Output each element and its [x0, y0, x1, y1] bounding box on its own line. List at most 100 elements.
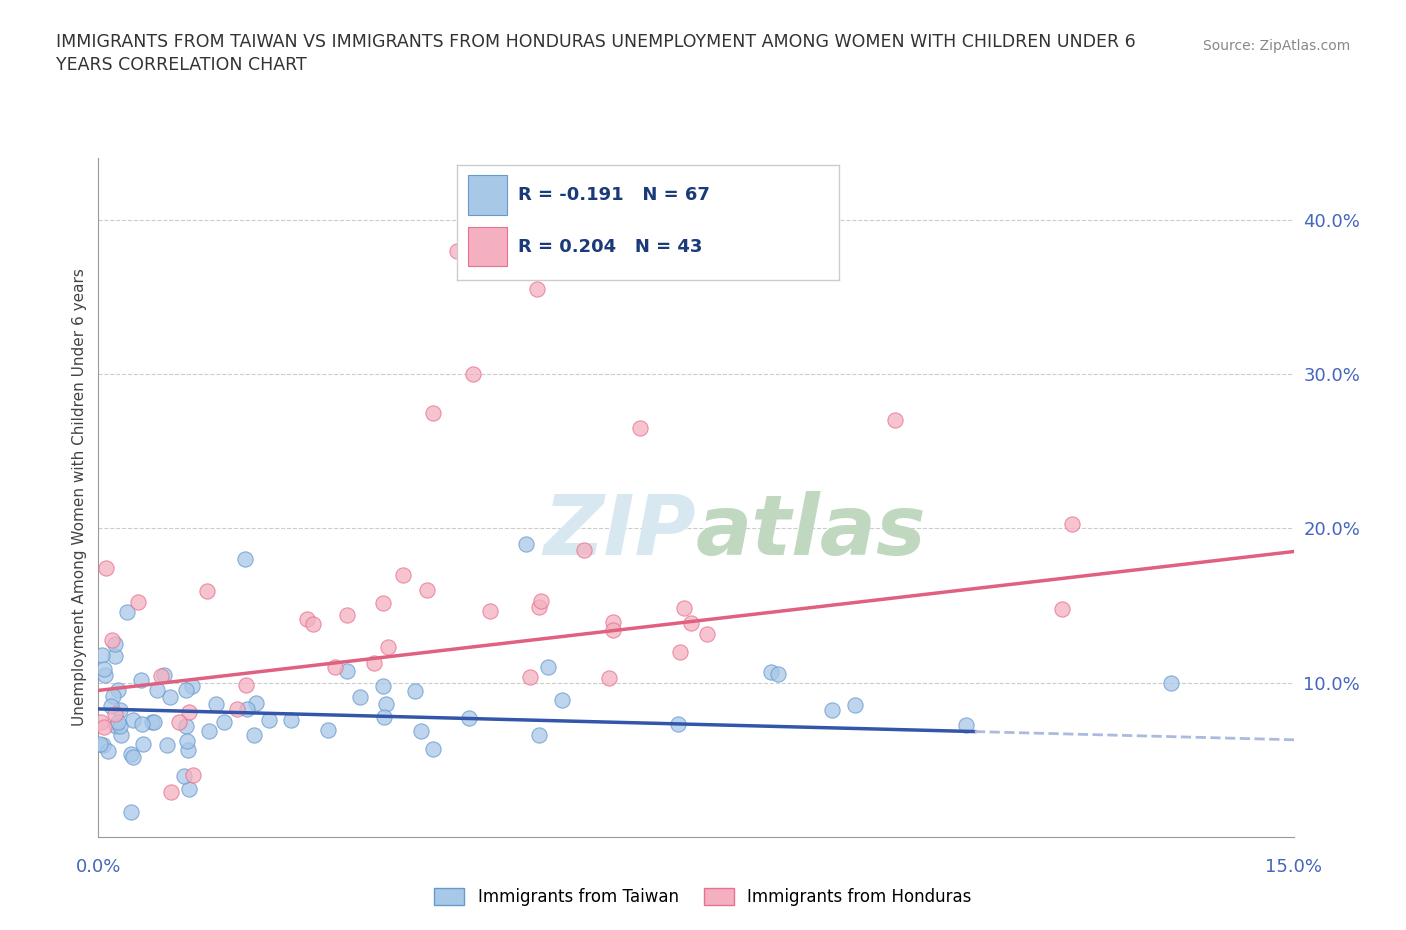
Point	[458, 711, 481, 725]
Point	[373, 710, 395, 724]
Point	[371, 679, 394, 694]
Point	[107, 714, 129, 729]
Point	[195, 583, 218, 598]
Point	[391, 568, 413, 583]
Point	[177, 782, 200, 797]
Point	[297, 612, 319, 627]
Point	[94, 561, 117, 576]
Point	[97, 743, 120, 758]
Point	[628, 420, 651, 435]
Point	[1160, 675, 1182, 690]
Point	[110, 727, 132, 742]
Point	[422, 405, 444, 420]
Point	[478, 603, 501, 618]
Point	[377, 639, 399, 654]
Point	[551, 693, 574, 708]
Point	[181, 767, 204, 782]
Point	[115, 604, 138, 619]
Point	[104, 649, 127, 664]
Point	[90, 647, 112, 662]
Point	[176, 734, 198, 749]
Point	[404, 684, 426, 698]
Point	[245, 696, 267, 711]
Point	[415, 583, 437, 598]
Point	[821, 703, 844, 718]
Point	[884, 413, 907, 428]
Point	[1052, 602, 1074, 617]
Point	[145, 683, 167, 698]
Point	[526, 282, 548, 297]
Point	[197, 724, 219, 738]
Point	[673, 601, 696, 616]
Point	[529, 599, 551, 614]
Point	[132, 737, 155, 751]
Point	[422, 741, 444, 756]
Point	[602, 615, 624, 630]
Point	[101, 689, 124, 704]
Point	[149, 669, 172, 684]
Text: IMMIGRANTS FROM TAIWAN VS IMMIGRANTS FROM HONDURAS UNEMPLOYMENT AMONG WOMEN WITH: IMMIGRANTS FROM TAIWAN VS IMMIGRANTS FRO…	[56, 33, 1136, 50]
Point	[173, 768, 195, 783]
Point	[181, 679, 204, 694]
Point	[105, 719, 128, 734]
Point	[679, 615, 702, 630]
Point	[141, 715, 163, 730]
Point	[844, 698, 866, 712]
Point	[336, 607, 359, 622]
Point	[122, 712, 145, 727]
Point	[236, 701, 259, 716]
Point	[104, 636, 127, 651]
Point	[177, 704, 200, 719]
Point	[159, 690, 181, 705]
Point	[108, 718, 131, 733]
Point	[280, 712, 302, 727]
Point	[1060, 516, 1083, 531]
Point	[90, 715, 112, 730]
Point	[214, 715, 236, 730]
Point	[108, 703, 131, 718]
Point	[174, 683, 197, 698]
Text: ZIP: ZIP	[543, 491, 696, 572]
Point	[323, 659, 346, 674]
Point	[461, 366, 484, 381]
Point	[446, 244, 468, 259]
Point	[89, 737, 111, 751]
Point	[93, 720, 115, 735]
Point	[104, 707, 127, 722]
Point	[107, 683, 129, 698]
Point	[602, 622, 624, 637]
Legend: Immigrants from Taiwan, Immigrants from Honduras: Immigrants from Taiwan, Immigrants from …	[427, 881, 979, 912]
Text: YEARS CORRELATION CHART: YEARS CORRELATION CHART	[56, 56, 307, 73]
Point	[759, 665, 782, 680]
Text: 15.0%: 15.0%	[1265, 858, 1322, 876]
Point	[167, 715, 190, 730]
Point	[91, 738, 114, 753]
Point	[177, 742, 200, 757]
Point	[349, 690, 371, 705]
Point	[371, 596, 394, 611]
Point	[336, 663, 359, 678]
Point	[519, 670, 541, 684]
Point	[598, 671, 620, 685]
Point	[129, 673, 152, 688]
Point	[529, 593, 551, 608]
Point	[127, 595, 149, 610]
Point	[225, 702, 247, 717]
Point	[174, 719, 197, 734]
Point	[375, 697, 398, 711]
Point	[766, 667, 789, 682]
Text: Source: ZipAtlas.com: Source: ZipAtlas.com	[1202, 39, 1350, 53]
Point	[142, 714, 165, 729]
Point	[301, 617, 323, 631]
Point	[131, 716, 153, 731]
Point	[235, 678, 257, 693]
Point	[152, 668, 174, 683]
Point	[235, 551, 257, 566]
Point	[316, 723, 339, 737]
Y-axis label: Unemployment Among Women with Children Under 6 years: Unemployment Among Women with Children U…	[72, 269, 87, 726]
Point	[93, 661, 115, 676]
Point	[257, 712, 280, 727]
Point	[409, 724, 432, 738]
Point	[363, 655, 385, 670]
Point	[101, 632, 124, 647]
